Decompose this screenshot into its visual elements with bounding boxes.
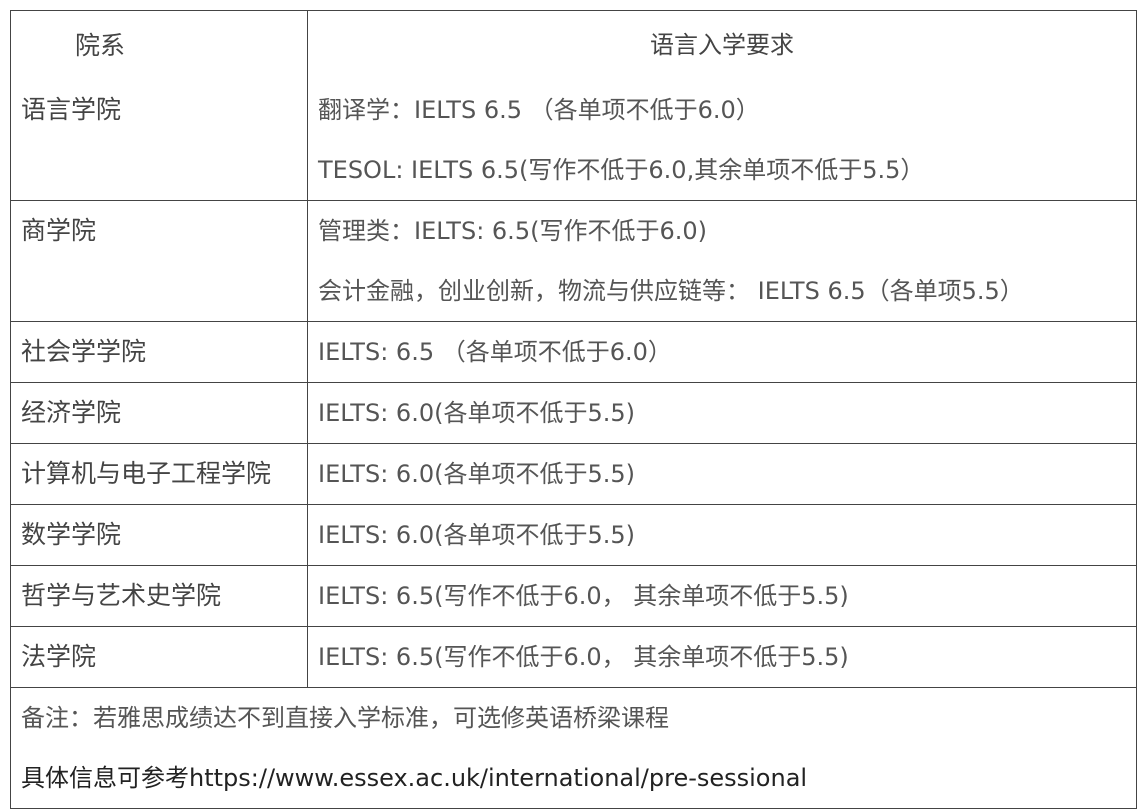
- requirement-text: 管理类：IELTS: 6.5(写作不低于6.0): [318, 217, 707, 245]
- dept-cell: 经济学院: [11, 383, 308, 443]
- dept-cell: 法学院: [11, 627, 308, 687]
- requirement-cell: IELTS: 6.0(各单项不低于5.5): [308, 383, 1136, 443]
- dept-cell: 哲学与艺术史学院: [11, 566, 308, 626]
- requirement-cell: IELTS: 6.0(各单项不低于5.5): [308, 444, 1136, 504]
- requirement-text: IELTS: 6.0(各单项不低于5.5): [318, 521, 635, 549]
- dept-cell: 商学院: [11, 201, 308, 321]
- requirement-text: IELTS: 6.0(各单项不低于5.5): [318, 399, 635, 427]
- requirement-text: IELTS: 6.5(写作不低于6.0， 其余单项不低于5.5): [318, 643, 849, 671]
- table-row: 法学院 IELTS: 6.5(写作不低于6.0， 其余单项不低于5.5): [11, 626, 1136, 687]
- table-row: 计算机与电子工程学院 IELTS: 6.0(各单项不低于5.5): [11, 443, 1136, 504]
- requirement-cell: IELTS: 6.5(写作不低于6.0， 其余单项不低于5.5): [308, 566, 1136, 626]
- table-header-row: 院系 语言入学要求: [11, 11, 1136, 80]
- info-link-text: 具体信息可参考https://www.essex.ac.uk/internati…: [21, 764, 808, 792]
- requirement-text: IELTS: 6.5 （各单项不低于6.0）: [318, 338, 672, 366]
- requirement-text: IELTS: 6.5(写作不低于6.0， 其余单项不低于5.5): [318, 582, 849, 610]
- requirement-cell: 管理类：IELTS: 6.5(写作不低于6.0) 会计金融，创业创新，物流与供应链…: [308, 201, 1136, 321]
- table-row: 社会学学院 IELTS: 6.5 （各单项不低于6.0）: [11, 321, 1136, 382]
- dept-name: 法学院: [21, 642, 97, 671]
- dept-name: 语言学院: [21, 95, 122, 124]
- requirement-cell: IELTS: 6.0(各单项不低于5.5): [308, 505, 1136, 565]
- dept-name: 哲学与艺术史学院: [21, 581, 222, 610]
- dept-cell: 计算机与电子工程学院: [11, 444, 308, 504]
- note-row: 备注：若雅思成绩达不到直接入学标准，可选修英语桥梁课程 具体信息可参考https…: [11, 687, 1136, 808]
- table-row: 语言学院 翻译学：IELTS 6.5 （各单项不低于6.0） TESOL: IELT…: [11, 80, 1136, 200]
- requirement-text: IELTS: 6.0(各单项不低于5.5): [318, 460, 635, 488]
- requirement-cell: 翻译学：IELTS 6.5 （各单项不低于6.0） TESOL: IELTS 6.…: [308, 80, 1136, 200]
- dept-name: 商学院: [21, 216, 97, 245]
- header-requirement: 语言入学要求: [308, 11, 1136, 80]
- header-dept: 院系: [11, 11, 308, 80]
- table-row: 数学学院 IELTS: 6.0(各单项不低于5.5): [11, 504, 1136, 565]
- requirement-text: 会计金融，创业创新，物流与供应链等： IELTS 6.5（各单项5.5）: [318, 277, 1024, 305]
- requirement-cell: IELTS: 6.5(写作不低于6.0， 其余单项不低于5.5): [308, 627, 1136, 687]
- dept-cell: 语言学院: [11, 80, 308, 200]
- note-text: 备注：若雅思成绩达不到直接入学标准，可选修英语桥梁课程: [21, 704, 669, 732]
- dept-name: 社会学学院: [21, 337, 147, 366]
- header-dept-label: 院系: [75, 31, 126, 60]
- dept-cell: 社会学学院: [11, 322, 308, 382]
- table-row: 经济学院 IELTS: 6.0(各单项不低于5.5): [11, 382, 1136, 443]
- dept-cell: 数学学院: [11, 505, 308, 565]
- header-requirement-label: 语言入学要求: [650, 31, 794, 59]
- dept-name: 数学学院: [21, 520, 122, 549]
- requirement-cell: IELTS: 6.5 （各单项不低于6.0）: [308, 322, 1136, 382]
- dept-name: 经济学院: [21, 398, 122, 427]
- table-row: 哲学与艺术史学院 IELTS: 6.5(写作不低于6.0， 其余单项不低于5.5): [11, 565, 1136, 626]
- language-requirements-table: 院系 语言入学要求 语言学院 翻译学：IELTS 6.5 （各单项不低于6.0） T…: [10, 10, 1137, 809]
- requirement-text: TESOL: IELTS 6.5(写作不低于6.0,其余单项不低于5.5）: [318, 156, 925, 184]
- requirement-text: 翻译学：IELTS 6.5 （各单项不低于6.0）: [318, 96, 760, 124]
- table-row: 商学院 管理类：IELTS: 6.5(写作不低于6.0) 会计金融，创业创新，物流与…: [11, 200, 1136, 321]
- dept-name: 计算机与电子工程学院: [21, 459, 272, 488]
